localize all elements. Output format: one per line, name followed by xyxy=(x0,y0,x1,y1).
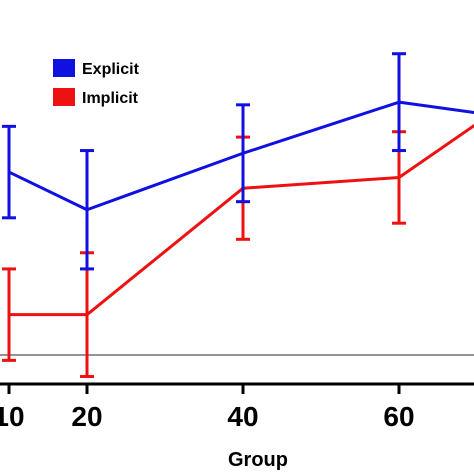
x-tick-label: 40 xyxy=(227,401,258,432)
error-bar-implicit xyxy=(2,267,16,362)
legend-label-implicit: Implicit xyxy=(82,90,139,107)
legend-swatch-explicit xyxy=(53,59,75,77)
x-tick-label: 20 xyxy=(71,401,102,432)
x-tick-label: 60 xyxy=(383,401,414,432)
legend-swatch-implicit xyxy=(53,88,75,106)
error-bar-explicit xyxy=(80,149,94,271)
error-bar-explicit xyxy=(392,52,406,153)
x-tick-label: 10 xyxy=(0,401,25,432)
error-bar-explicit xyxy=(2,124,16,220)
x-axis-title: Group xyxy=(228,449,288,471)
error-bar-explicit xyxy=(236,103,250,204)
legend-label-explicit: Explicit xyxy=(82,61,140,78)
